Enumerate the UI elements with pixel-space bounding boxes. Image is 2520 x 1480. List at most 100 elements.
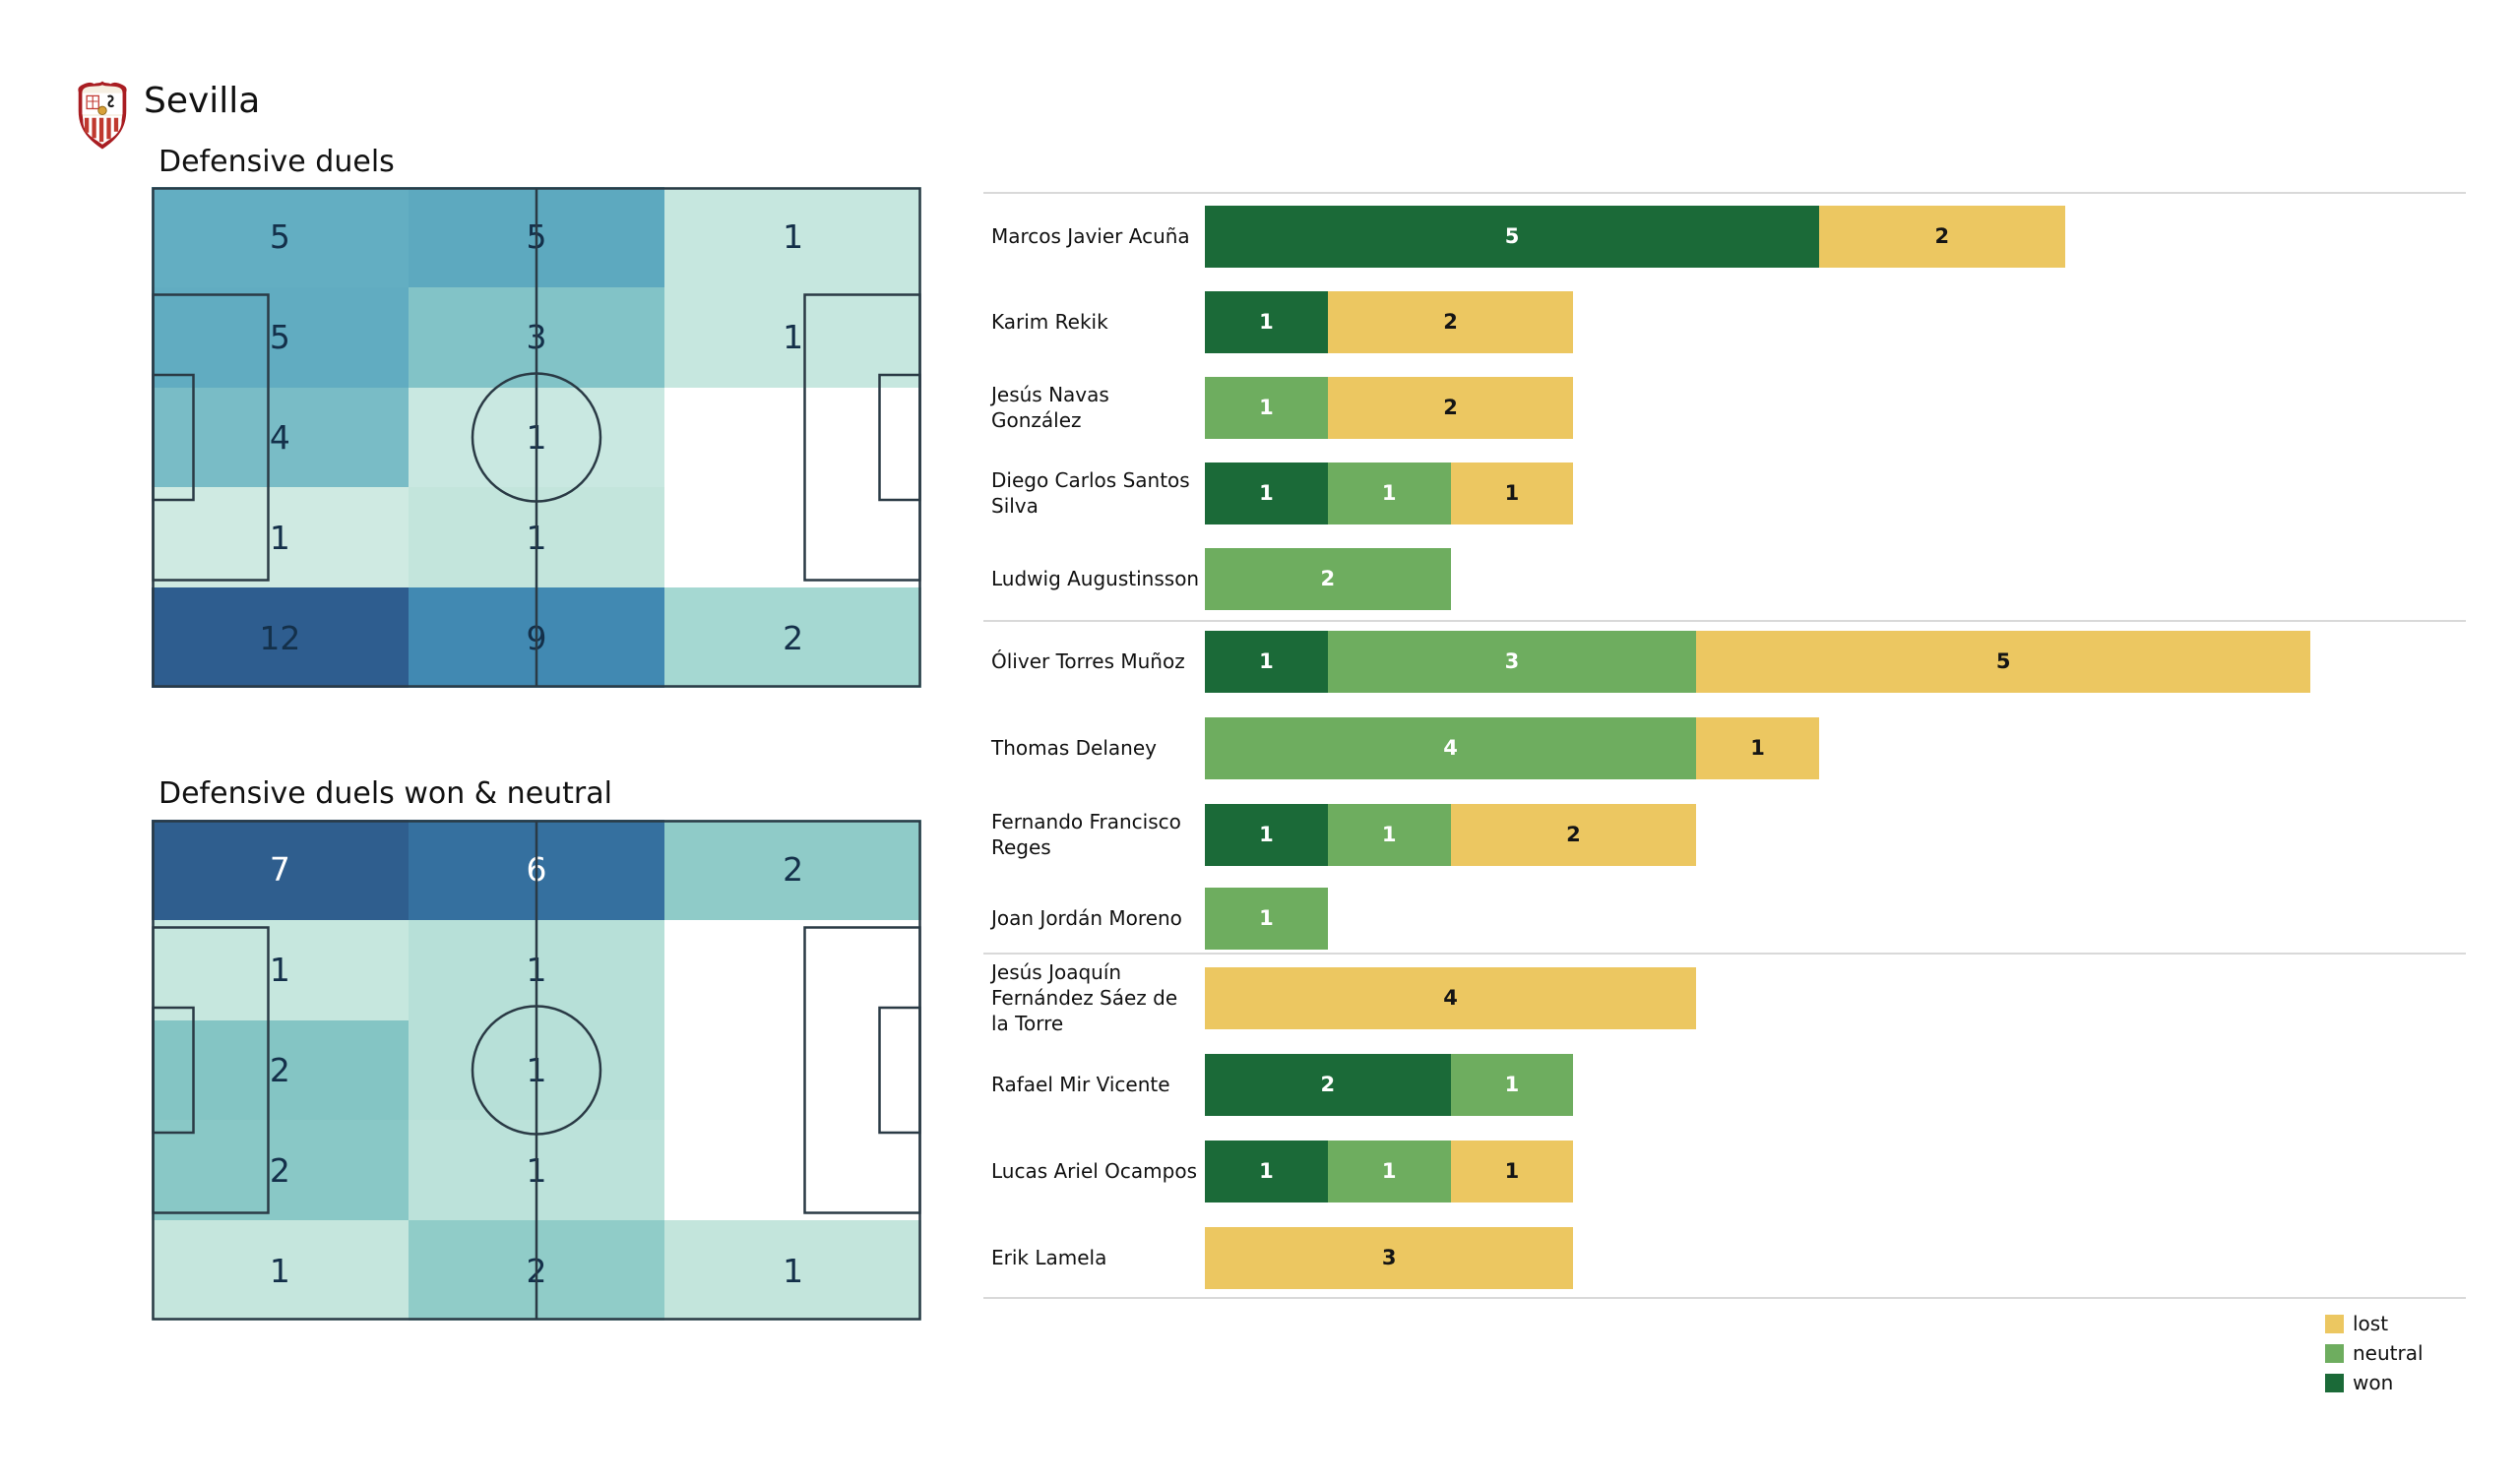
bar-segment-neutral: 1 — [1450, 1053, 1574, 1116]
heatmap-cell: 1 — [664, 187, 921, 287]
bar-segment-neutral: 1 — [1327, 1140, 1451, 1202]
pitch-2-title: Defensive duels won & neutral — [158, 776, 612, 811]
player-name: Karim Rekik — [991, 310, 1108, 334]
heatmap-grid: 7 6 2 1 1 2 1 2 1 1 2 1 — [152, 820, 921, 1321]
team-title: Sevilla — [144, 81, 261, 121]
bar-segment-won: 5 — [1205, 205, 1819, 268]
heatmap-cell-value: 2 — [526, 1251, 547, 1290]
heatmap-cell: 1 — [664, 286, 921, 388]
bar-track: 4 — [1205, 966, 1697, 1029]
heatmap-cell-value: 5 — [526, 217, 547, 257]
legend-item-neutral: neutral — [2325, 1338, 2424, 1368]
bar-segment-neutral: 1 — [1205, 376, 1328, 439]
heatmap-cell: 1 — [408, 1019, 665, 1121]
bar-segment-neutral: 3 — [1327, 630, 1697, 693]
bar-segment-lost: 2 — [1450, 803, 1697, 866]
heatmap-cell-value: 2 — [269, 1150, 290, 1190]
player-name: Lucas Ariel Ocampos — [991, 1159, 1198, 1183]
legend-item-won: won — [2325, 1368, 2424, 1397]
heatmap-cell-value: 9 — [526, 618, 547, 657]
heatmap-cell: 12 — [152, 587, 409, 688]
player-name: Thomas Delaney — [991, 736, 1157, 760]
player-name: Ludwig Augustinsson — [991, 567, 1200, 590]
heatmap-cell: 9 — [408, 587, 665, 688]
heatmap-cell: 1 — [152, 1220, 409, 1321]
bar-segment-won: 1 — [1205, 290, 1328, 353]
heatmap-cell: 7 — [152, 820, 409, 920]
heatmap-cell-value: 1 — [783, 217, 804, 257]
bar-segment-won: 1 — [1205, 630, 1328, 693]
heatmap-cell-value: 1 — [526, 1150, 547, 1190]
bar-segment-lost: 1 — [1450, 462, 1574, 524]
heatmap-cell: 1 — [664, 1220, 921, 1321]
heatmap-cell: 2 — [152, 1120, 409, 1221]
legend-label: lost — [2353, 1312, 2389, 1335]
heatmap-cell: 2 — [408, 1220, 665, 1321]
bar-segment-lost: 5 — [1696, 630, 2311, 693]
legend: lost neutral won — [2325, 1309, 2424, 1397]
heatmap-cell: 1 — [408, 1120, 665, 1221]
heatmap-cell-value: 5 — [269, 217, 290, 257]
heatmap-grid: 5 5 1 5 3 1 4 1 1 1 12 9 2 — [152, 187, 921, 688]
heatmap-cell-value: 2 — [269, 1050, 290, 1089]
legend-item-lost: lost — [2325, 1309, 2424, 1338]
heatmap-cell-value: 5 — [269, 318, 290, 357]
heatmap-cell-value: 4 — [269, 417, 290, 457]
lost-swatch-icon — [2325, 1314, 2344, 1333]
group-separator — [983, 1297, 2466, 1299]
bar-segment-neutral: 2 — [1205, 547, 1451, 610]
pitch-1-title: Defensive duels — [158, 145, 395, 179]
bar-track: 2 — [1205, 547, 1451, 610]
player-name: Rafael Mir Vicente — [991, 1073, 1170, 1096]
heatmap-cell — [664, 1019, 921, 1121]
heatmap-cell-value: 1 — [269, 518, 290, 557]
defensive-duels-won-neutral-pitch-heatmap: 7 6 2 1 1 2 1 2 1 1 2 1 — [152, 820, 921, 1321]
legend-label: won — [2353, 1371, 2394, 1394]
heatmap-cell: 2 — [664, 587, 921, 688]
heatmap-cell — [664, 919, 921, 1020]
bar-segment-won: 2 — [1205, 1053, 1451, 1116]
heatmap-cell — [664, 1120, 921, 1221]
player-name: Fernando Francisco Reges — [991, 810, 1181, 859]
heatmap-cell: 1 — [408, 387, 665, 488]
legend-label: neutral — [2353, 1341, 2424, 1365]
heatmap-cell-value: 1 — [783, 318, 804, 357]
player-name: Marcos Javier Acuña — [991, 224, 1190, 248]
bar-segment-lost: 1 — [1450, 1140, 1574, 1202]
heatmap-cell-value: 3 — [526, 318, 547, 357]
heatmap-cell-value: 12 — [259, 618, 301, 657]
heatmap-cell: 2 — [664, 820, 921, 920]
bar-segment-lost: 1 — [1696, 716, 1819, 779]
bar-segment-lost: 3 — [1205, 1226, 1574, 1289]
defensive-duels-pitch-heatmap: 5 5 1 5 3 1 4 1 1 1 12 9 2 — [152, 187, 921, 688]
heatmap-cell: 3 — [408, 286, 665, 388]
won-swatch-icon — [2325, 1373, 2344, 1392]
heatmap-cell-value: 7 — [269, 850, 290, 890]
bar-segment-neutral: 4 — [1205, 716, 1697, 779]
group-separator — [983, 620, 2466, 622]
heatmap-cell-value: 1 — [526, 1050, 547, 1089]
player-name: Óliver Torres Muñoz — [991, 649, 1185, 673]
bar-segment-lost: 2 — [1327, 290, 1574, 353]
heatmap-cell-value: 2 — [783, 850, 804, 890]
heatmap-cell: 1 — [408, 919, 665, 1020]
heatmap-cell — [664, 387, 921, 488]
bar-segment-neutral: 1 — [1205, 887, 1328, 950]
heatmap-cell: 4 — [152, 387, 409, 488]
heatmap-cell-value: 1 — [269, 1251, 290, 1290]
player-name: Erik Lamela — [991, 1246, 1107, 1269]
heatmap-cell: 2 — [152, 1019, 409, 1121]
sevilla-crest-logo — [78, 81, 127, 150]
bar-segment-lost: 2 — [1327, 376, 1574, 439]
bar-track: 1 — [1205, 887, 1328, 950]
heatmap-cell-value: 6 — [526, 850, 547, 890]
